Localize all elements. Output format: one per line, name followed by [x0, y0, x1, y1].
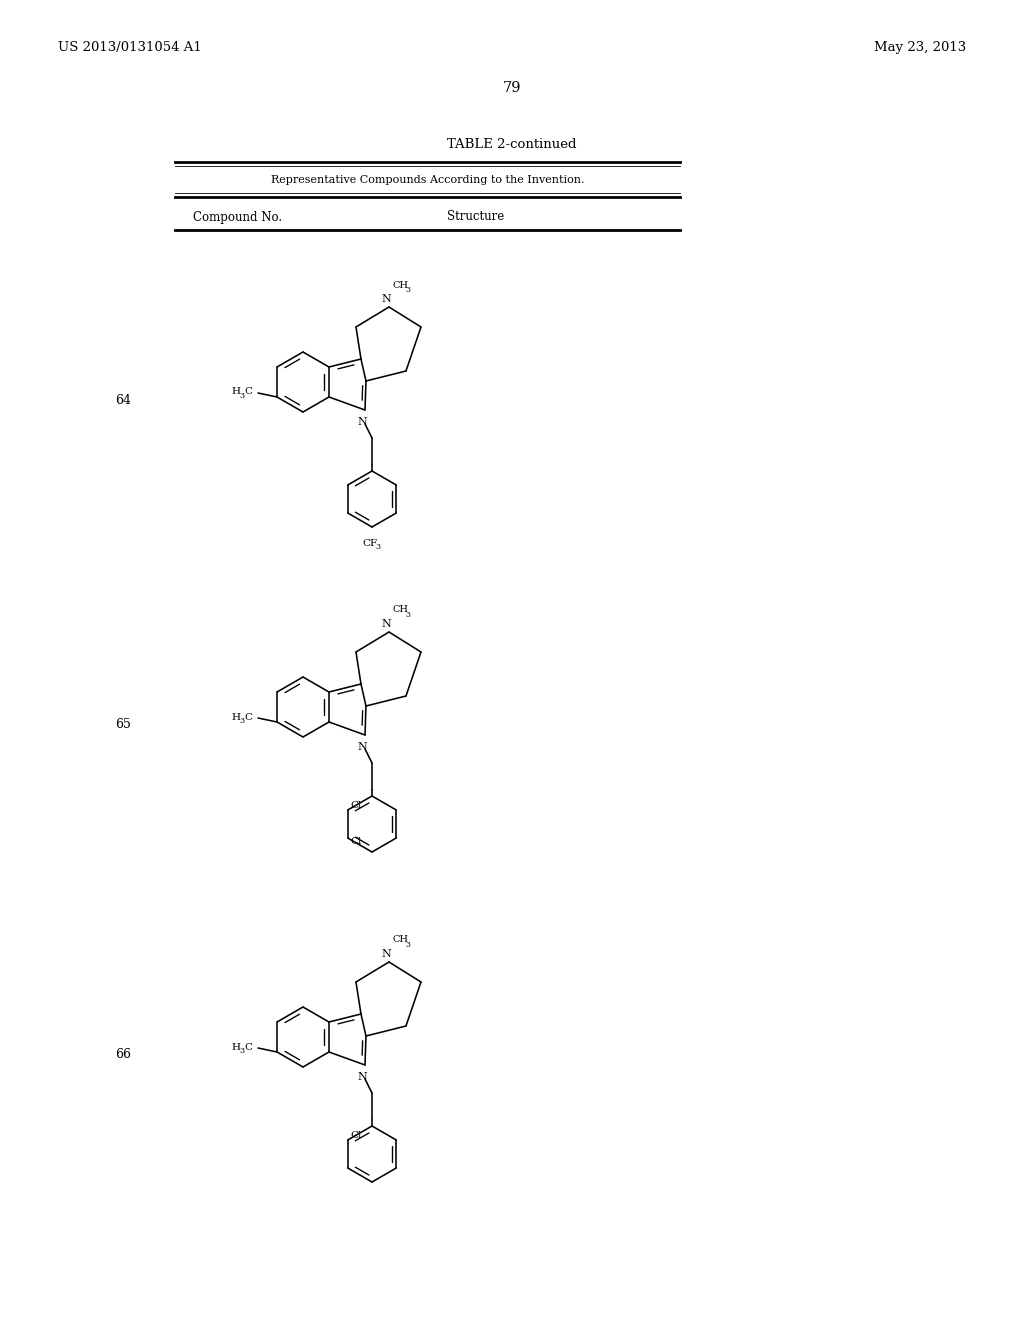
Text: C: C [244, 1043, 252, 1052]
Text: 65: 65 [115, 718, 131, 731]
Text: C: C [244, 713, 252, 722]
Text: H: H [231, 713, 240, 722]
Text: N: N [381, 294, 391, 304]
Text: H: H [231, 1043, 240, 1052]
Text: TABLE 2-continued: TABLE 2-continued [447, 139, 577, 152]
Text: N: N [357, 1072, 367, 1082]
Text: N: N [381, 949, 391, 960]
Text: 3: 3 [239, 1047, 244, 1055]
Text: CH: CH [393, 606, 409, 615]
Text: C: C [244, 388, 252, 396]
Text: N: N [357, 742, 367, 752]
Text: 66: 66 [115, 1048, 131, 1061]
Text: 3: 3 [404, 286, 410, 294]
Text: H: H [231, 388, 240, 396]
Text: CH: CH [393, 936, 409, 945]
Text: Cl: Cl [351, 801, 362, 810]
Text: Compound No.: Compound No. [193, 210, 283, 223]
Text: 3: 3 [239, 717, 244, 725]
Text: CF: CF [362, 539, 377, 548]
Text: CH: CH [393, 281, 409, 289]
Text: May 23, 2013: May 23, 2013 [873, 41, 966, 54]
Text: Cl: Cl [351, 837, 362, 846]
Text: Structure: Structure [447, 210, 505, 223]
Text: 3: 3 [239, 392, 244, 400]
Text: 3: 3 [404, 611, 410, 619]
Text: Cl: Cl [351, 1131, 362, 1140]
Text: 3: 3 [375, 543, 380, 550]
Text: 79: 79 [503, 81, 521, 95]
Text: US 2013/0131054 A1: US 2013/0131054 A1 [58, 41, 202, 54]
Text: N: N [381, 619, 391, 630]
Text: N: N [357, 417, 367, 426]
Text: 64: 64 [115, 393, 131, 407]
Text: 3: 3 [404, 941, 410, 949]
Text: Representative Compounds According to the Invention.: Representative Compounds According to th… [270, 176, 585, 185]
